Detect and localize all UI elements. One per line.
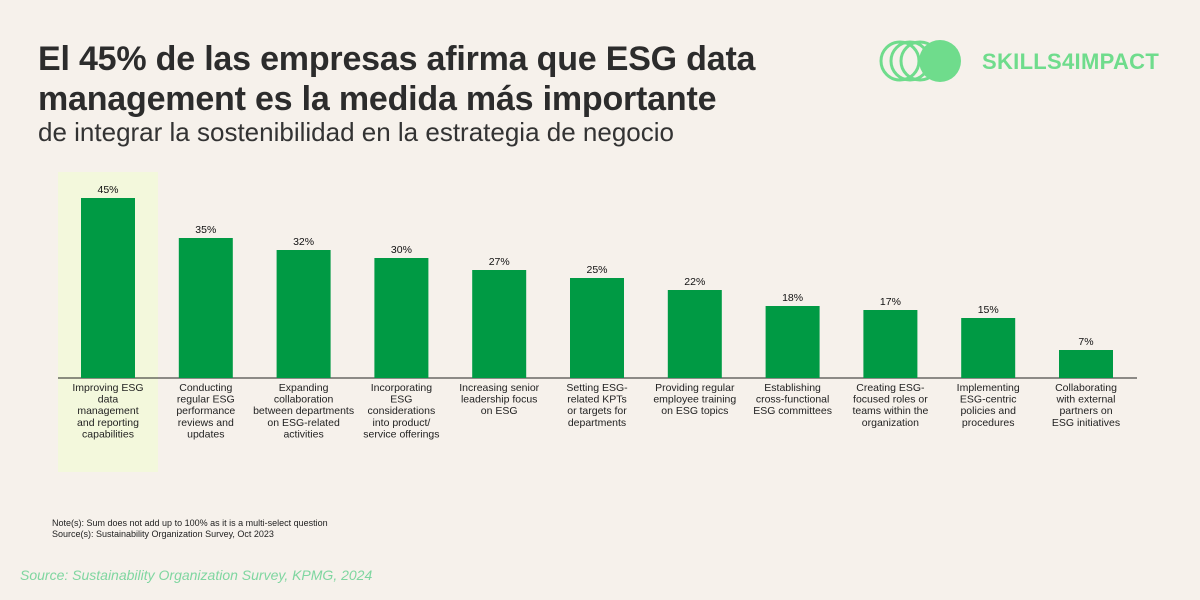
- category-label: Implementing ESG-centric policies and proce…: [957, 382, 1020, 429]
- chart-note: Note(s): Sum does not add up to 100% as …: [52, 518, 328, 528]
- data-label: 17%: [880, 296, 901, 308]
- logo-rings-icon: [879, 40, 961, 82]
- data-label: 45%: [97, 184, 118, 196]
- data-label: 27%: [489, 256, 510, 268]
- category-label: Conducting regular ESG performance reviews …: [176, 382, 235, 440]
- category-label: Providing regular employee training on ESG…: [653, 382, 736, 417]
- data-label: 30%: [391, 244, 412, 256]
- category-label: Expanding collaboration between department…: [253, 382, 354, 440]
- category-label: Setting ESG-related KPTs or targets for de…: [566, 382, 628, 429]
- bar: [961, 318, 1016, 378]
- subtitle: de integrar la sostenibilidad en la estr…: [38, 117, 674, 147]
- data-label: 35%: [195, 224, 216, 236]
- category-label: Collaborating with external partners on ESG…: [1052, 382, 1120, 429]
- bar: [276, 250, 331, 378]
- title-line-2: management es la medida más importante: [38, 80, 717, 118]
- bar: [863, 310, 918, 378]
- bar: [472, 270, 527, 378]
- bar: [374, 258, 429, 378]
- bar: [667, 290, 722, 378]
- bar: [81, 198, 135, 378]
- category-label: Creating ESG-focused roles or teams withi…: [852, 382, 928, 429]
- data-label: 18%: [782, 292, 803, 304]
- title-line-1: El 45% de las empresas afirma que ESG da…: [38, 40, 756, 78]
- bar: [1059, 350, 1113, 378]
- data-label: 25%: [586, 264, 607, 276]
- category-label: Increasing senior leadership focus on ESG: [459, 382, 539, 417]
- bar: [765, 306, 820, 378]
- brand-name: SKILLS4IMPACT: [982, 49, 1160, 74]
- footer-source: Source: Sustainability Organization Surv…: [20, 567, 373, 583]
- category-label: Establishing cross-functional ESG committe…: [753, 382, 832, 417]
- bar: [570, 278, 624, 378]
- category-label: Improving ESG data management and reporting…: [72, 382, 143, 440]
- chart-source-note: Source(s): Sustainability Organization S…: [52, 529, 274, 539]
- bar: [178, 238, 233, 378]
- data-label: 22%: [684, 276, 705, 288]
- category-label: Incorporating ESG considerations into produ…: [363, 382, 439, 440]
- brand-logo: SKILLS4IMPACT: [878, 38, 1178, 84]
- data-label: 15%: [978, 304, 999, 316]
- data-label: 7%: [1078, 336, 1093, 348]
- data-label: 32%: [293, 236, 314, 248]
